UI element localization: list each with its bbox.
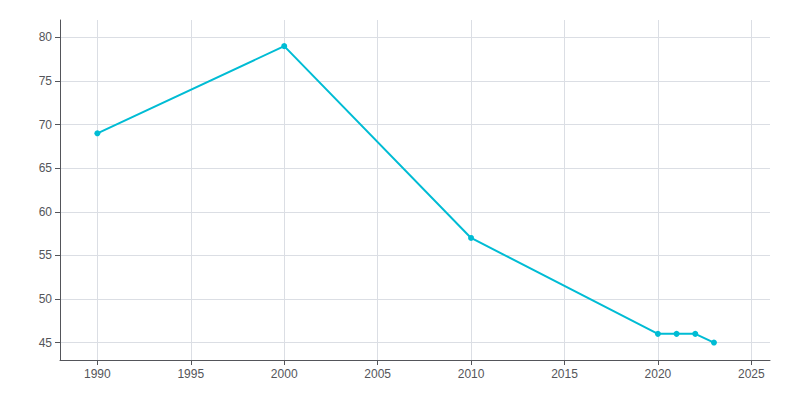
svg-text:2025: 2025 bbox=[738, 367, 765, 381]
svg-text:45: 45 bbox=[39, 336, 53, 350]
svg-text:2005: 2005 bbox=[364, 367, 391, 381]
svg-text:55: 55 bbox=[39, 248, 53, 262]
svg-text:1990: 1990 bbox=[84, 367, 111, 381]
svg-text:70: 70 bbox=[39, 118, 53, 132]
svg-text:2010: 2010 bbox=[458, 367, 485, 381]
svg-text:65: 65 bbox=[39, 161, 53, 175]
svg-text:75: 75 bbox=[39, 74, 53, 88]
svg-text:60: 60 bbox=[39, 205, 53, 219]
svg-text:2000: 2000 bbox=[271, 367, 298, 381]
svg-text:50: 50 bbox=[39, 292, 53, 306]
svg-text:2015: 2015 bbox=[551, 367, 578, 381]
svg-text:80: 80 bbox=[39, 30, 53, 44]
svg-text:2020: 2020 bbox=[645, 367, 672, 381]
svg-text:1995: 1995 bbox=[177, 367, 204, 381]
